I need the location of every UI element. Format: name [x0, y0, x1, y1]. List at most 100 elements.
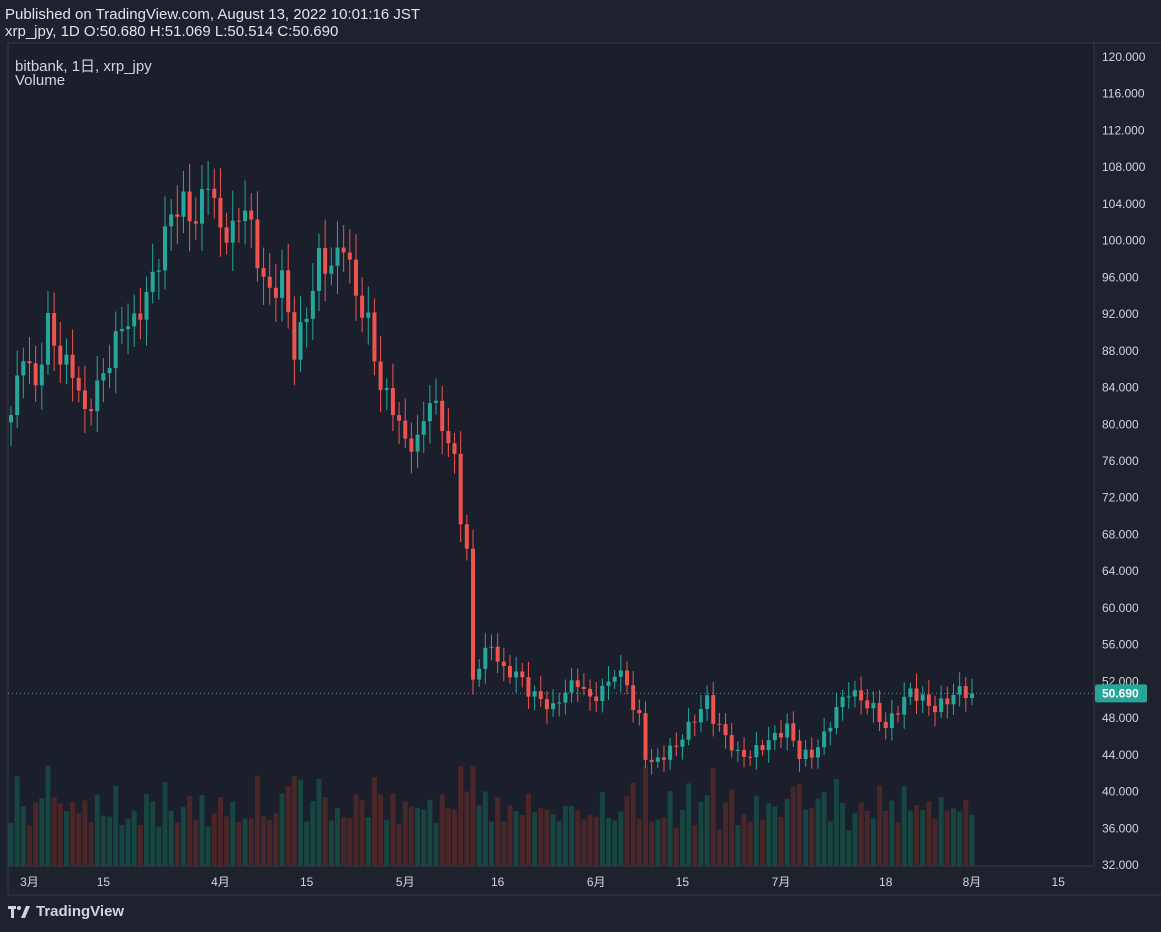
candle[interactable]: [618, 655, 623, 693]
candle[interactable]: [735, 741, 740, 763]
candle[interactable]: [163, 196, 167, 290]
candle[interactable]: [212, 168, 217, 219]
symbol-legend[interactable]: bitbank, 1日, xrp_jpy: [15, 58, 152, 75]
candle[interactable]: [452, 432, 457, 474]
candle[interactable]: [341, 224, 346, 272]
candlestick-chart[interactable]: 120.000 116.000 112.000 108.000 104.000 100.0…: [0, 0, 1161, 900]
candle[interactable]: [76, 366, 81, 403]
candle[interactable]: [779, 720, 783, 748]
candle[interactable]: [723, 713, 728, 749]
candle[interactable]: [581, 673, 586, 696]
candle[interactable]: [471, 529, 475, 695]
candle[interactable]: [206, 160, 211, 215]
candle[interactable]: [815, 739, 820, 769]
candle[interactable]: [908, 682, 913, 705]
candle[interactable]: [421, 401, 426, 453]
candle[interactable]: [926, 680, 931, 716]
candle[interactable]: [852, 680, 857, 708]
candle[interactable]: [889, 699, 894, 741]
candle[interactable]: [538, 676, 543, 708]
candle[interactable]: [230, 190, 235, 271]
candle[interactable]: [834, 692, 839, 735]
candle[interactable]: [945, 686, 950, 719]
candle[interactable]: [21, 347, 26, 399]
candle[interactable]: [360, 277, 365, 333]
candle[interactable]: [705, 685, 710, 721]
candle[interactable]: [514, 656, 519, 693]
candle[interactable]: [606, 666, 611, 701]
candle[interactable]: [64, 338, 69, 385]
candle[interactable]: [785, 713, 790, 751]
candle[interactable]: [27, 336, 32, 385]
candle[interactable]: [526, 661, 531, 709]
candle[interactable]: [969, 678, 974, 706]
candle[interactable]: [680, 734, 685, 760]
candle[interactable]: [742, 737, 747, 768]
candle[interactable]: [489, 634, 494, 661]
candle[interactable]: [458, 431, 463, 543]
candle[interactable]: [877, 690, 882, 732]
candle[interactable]: [82, 365, 87, 433]
candle[interactable]: [883, 712, 888, 740]
candle[interactable]: [495, 633, 500, 674]
candle[interactable]: [551, 689, 556, 717]
candle[interactable]: [711, 681, 716, 737]
candle[interactable]: [920, 686, 925, 713]
candle[interactable]: [372, 298, 377, 376]
candle[interactable]: [304, 307, 309, 348]
candle[interactable]: [544, 691, 549, 724]
candle[interactable]: [329, 247, 334, 286]
candle[interactable]: [871, 691, 876, 723]
candle[interactable]: [273, 264, 278, 322]
candle[interactable]: [45, 291, 50, 375]
candle[interactable]: [483, 632, 488, 684]
candle[interactable]: [95, 355, 100, 433]
candle[interactable]: [840, 689, 845, 721]
candle[interactable]: [464, 514, 469, 561]
candle[interactable]: [594, 682, 599, 712]
candle[interactable]: [249, 193, 254, 248]
candle[interactable]: [144, 276, 149, 346]
candle[interactable]: [292, 296, 297, 386]
candle[interactable]: [101, 358, 106, 403]
candle[interactable]: [138, 287, 143, 340]
candle[interactable]: [132, 294, 137, 348]
candle[interactable]: [397, 402, 402, 444]
candle[interactable]: [126, 303, 131, 355]
candle[interactable]: [766, 726, 771, 763]
candle[interactable]: [415, 414, 420, 468]
candle[interactable]: [507, 655, 512, 684]
candle[interactable]: [199, 164, 204, 251]
candle[interactable]: [772, 725, 777, 750]
candle[interactable]: [15, 350, 20, 428]
candle[interactable]: [865, 689, 870, 715]
candle[interactable]: [563, 679, 568, 715]
candle[interactable]: [902, 682, 907, 729]
candle[interactable]: [175, 185, 180, 245]
candle[interactable]: [243, 180, 248, 245]
candle[interactable]: [181, 171, 186, 234]
candle[interactable]: [52, 292, 57, 371]
candle[interactable]: [347, 229, 352, 284]
candle[interactable]: [384, 378, 389, 411]
candle[interactable]: [748, 750, 753, 766]
candle[interactable]: [150, 243, 155, 304]
candle[interactable]: [532, 685, 537, 711]
candle[interactable]: [427, 384, 432, 444]
candle[interactable]: [440, 386, 445, 455]
candle[interactable]: [729, 723, 734, 758]
candle[interactable]: [828, 721, 833, 746]
candle[interactable]: [113, 311, 118, 394]
candle[interactable]: [637, 699, 642, 726]
candle[interactable]: [446, 408, 451, 458]
candle[interactable]: [107, 344, 112, 389]
candle[interactable]: [236, 208, 241, 243]
candle[interactable]: [9, 406, 13, 447]
candle[interactable]: [668, 738, 673, 770]
candle[interactable]: [218, 168, 223, 257]
candle[interactable]: [791, 711, 796, 748]
volume-legend[interactable]: Volume: [15, 72, 66, 89]
candle[interactable]: [674, 732, 679, 757]
candle[interactable]: [661, 745, 666, 772]
candle[interactable]: [569, 667, 574, 703]
